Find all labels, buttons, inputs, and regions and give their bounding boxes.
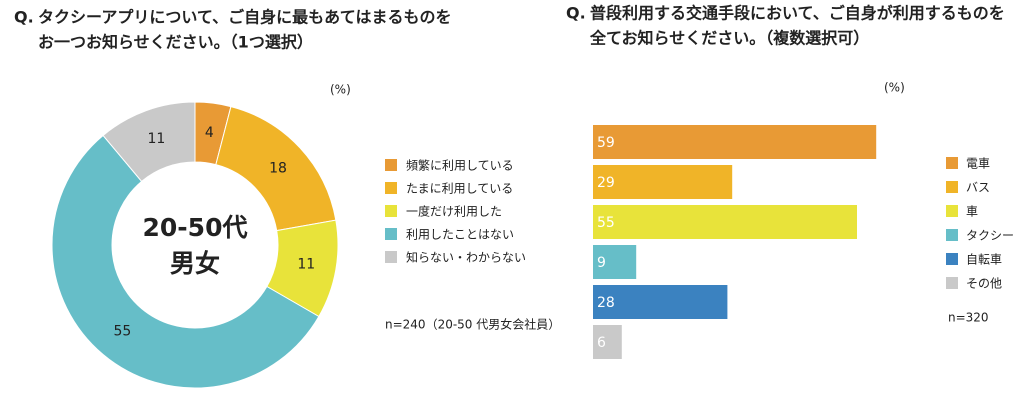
value-label: 9	[597, 255, 606, 271]
unit-label: (%)	[330, 83, 351, 97]
legend-swatch	[946, 253, 958, 265]
value-label: 28	[597, 295, 615, 311]
legend-label: 知らない・わからない	[406, 251, 526, 265]
bar	[593, 165, 733, 199]
chart-title: タクシーアプリについて、ご自身に最もあてはまるものを	[38, 8, 451, 27]
legend-swatch	[385, 251, 397, 263]
donut-segment	[102, 101, 196, 183]
legend-swatch	[946, 229, 958, 241]
legend-label: 一度だけ利用した	[406, 204, 502, 219]
legend-label: 頻繁に利用している	[406, 158, 514, 173]
value-label: 6	[597, 335, 606, 351]
value-label: 4	[205, 125, 214, 141]
legend-label: たまに利用している	[406, 182, 513, 196]
bar	[593, 125, 877, 159]
legend-label: 利用したことはない	[406, 228, 514, 242]
legend-label: 電車	[966, 157, 990, 171]
legend-label: 車	[966, 205, 978, 219]
legend-swatch	[946, 205, 958, 217]
chart-title: お一つお知らせください。（1つ選択）	[38, 33, 313, 52]
value-label: 59	[597, 135, 615, 151]
value-label: 55	[597, 215, 615, 231]
bar	[593, 325, 622, 359]
chart-title: 普段利用する交通手段において、ご自身が利用するものを	[590, 4, 1005, 23]
value-label: 18	[269, 160, 287, 176]
value-label: 29	[597, 175, 615, 191]
bar	[593, 245, 637, 279]
legend-swatch	[946, 277, 958, 289]
legend-label: 自転車	[966, 253, 1002, 267]
center-label: 男女	[170, 249, 220, 278]
legend-swatch	[946, 181, 958, 193]
chart-title: 全てお知らせください。（複数選択可）	[589, 29, 869, 48]
legend-swatch	[385, 205, 397, 217]
unit-label: (%)	[884, 81, 905, 95]
q-label: Q.	[14, 8, 34, 27]
bar	[593, 205, 857, 239]
legend-swatch	[385, 228, 397, 240]
legend-label: バス	[966, 181, 990, 195]
bar	[593, 285, 728, 319]
legend-label: その他	[966, 277, 1002, 291]
legend-label: タクシー	[966, 229, 1014, 243]
note: n=320	[948, 311, 989, 325]
note: n=240（20-50 代男女会社員）	[385, 317, 560, 332]
legend-swatch	[385, 182, 397, 194]
value-label: 11	[147, 131, 165, 147]
donut-segment	[51, 134, 320, 389]
value-label: 55	[113, 324, 131, 340]
q-label: Q.	[566, 4, 586, 23]
legend-swatch	[946, 157, 958, 169]
value-label: 11	[297, 257, 315, 273]
center-label: 20-50代	[143, 213, 248, 242]
legend-swatch	[385, 159, 397, 171]
